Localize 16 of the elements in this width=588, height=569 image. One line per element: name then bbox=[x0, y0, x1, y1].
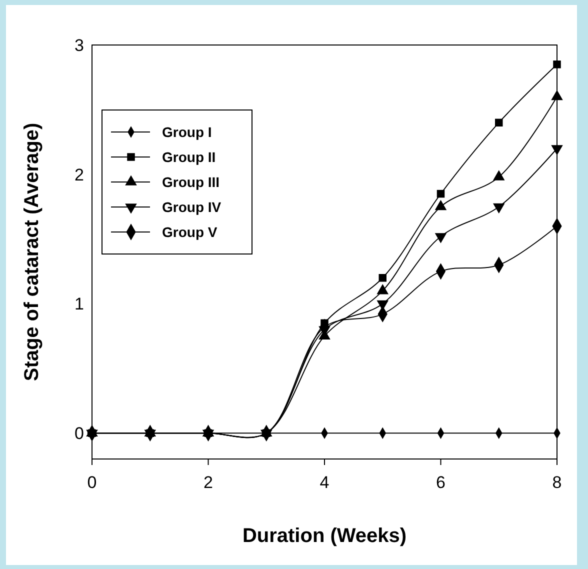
legend-label: Group IV bbox=[162, 198, 222, 215]
y-tick-label: 1 bbox=[74, 294, 84, 314]
x-tick-label: 4 bbox=[320, 473, 330, 492]
x-tick-label: 8 bbox=[552, 473, 562, 492]
x-axis-title: Duration (Weeks) bbox=[242, 525, 407, 547]
y-tick-label: 2 bbox=[74, 165, 84, 184]
legend-label: Group III bbox=[162, 174, 220, 190]
x-tick-label: 6 bbox=[436, 473, 446, 492]
y-tick-label: 3 bbox=[74, 36, 84, 55]
x-tick-label: 2 bbox=[204, 473, 213, 492]
legend-label: Group V bbox=[162, 224, 218, 240]
x-tick-label: 0 bbox=[87, 473, 97, 492]
y-tick-label: 0 bbox=[74, 424, 84, 444]
legend-label: Group II bbox=[162, 148, 216, 165]
y-axis-title: Stage of cataract (Average) bbox=[21, 122, 43, 382]
legend-label: Group I bbox=[162, 124, 212, 140]
